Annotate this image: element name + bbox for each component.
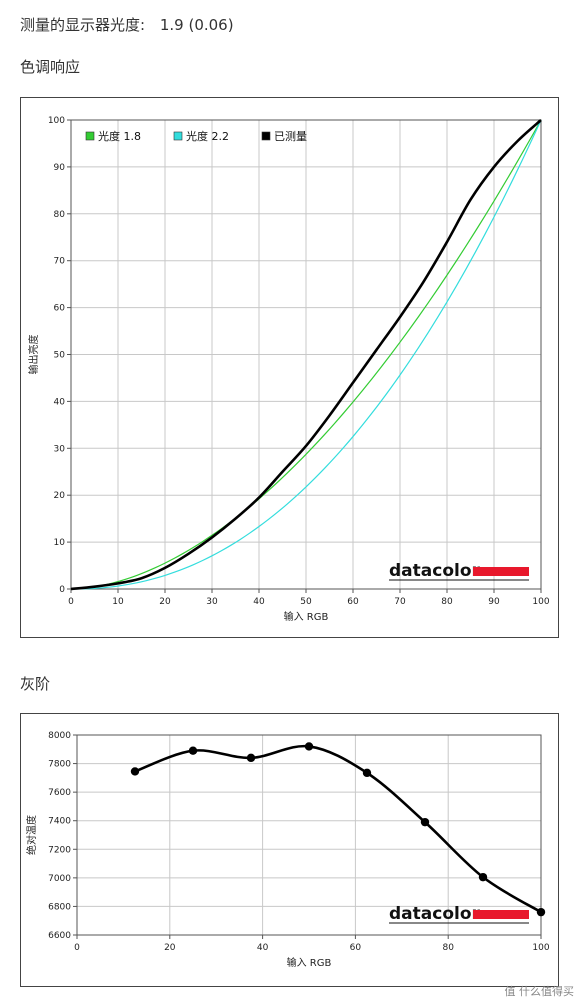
data-point [536, 907, 546, 917]
x-tick-label: 90 [488, 597, 500, 607]
y-tick-label: 7200 [48, 845, 71, 855]
data-point [130, 767, 140, 776]
legend-item: 光度 2.2 [173, 129, 229, 143]
y-axis-title: 输出亮度 [27, 335, 40, 375]
data-point [304, 742, 314, 751]
gray-scale-chart: 0 20 40 60 80 100 6600 6800 7000 7200 7400 7600 7800… [25, 731, 550, 969]
gray-scale-title: 灰阶 [20, 675, 51, 693]
y-tick-label: 70 [54, 257, 66, 267]
legend-swatch [173, 131, 183, 141]
data-point [478, 872, 488, 882]
series-line-1 [70, 119, 542, 590]
y-tick-label: 7600 [48, 788, 71, 798]
y-tick-label: 20 [54, 491, 66, 501]
datacolor-logo-bar [473, 910, 529, 919]
x-tick-label: 100 [532, 597, 549, 607]
x-tick-label: 50 [300, 597, 312, 607]
datacolor-logo-text: datacolor [389, 561, 481, 581]
x-axis-title: 输入 RGB [284, 610, 329, 623]
y-tick-label: 0 [59, 585, 65, 595]
x-tick-label: 70 [394, 597, 406, 607]
measured-gamma-heading: 测量的显示器光度: 1.9 (0.06) [20, 14, 234, 35]
x-tick-label: 80 [442, 943, 454, 953]
series-line-0 [70, 119, 542, 590]
y-tick-label: 7800 [48, 760, 71, 770]
x-axis-title: 输入 RGB [287, 956, 332, 969]
y-tick-label: 100 [48, 116, 65, 126]
measured-gamma-value: 1.9 (0.06) [159, 16, 234, 34]
x-tick-label: 30 [206, 597, 218, 607]
y-tick-label: 6600 [48, 931, 71, 941]
y-tick-label: 90 [54, 163, 66, 173]
y-tick-label: 7000 [48, 874, 71, 884]
x-tick-label: 100 [532, 943, 549, 953]
data-point [362, 768, 372, 778]
legend-item: 已测量 [261, 130, 307, 143]
series-line [134, 744, 542, 914]
legend-swatch [85, 131, 95, 141]
x-tick-label: 80 [441, 597, 453, 607]
data-point [420, 817, 430, 827]
data-point [246, 753, 256, 763]
series-line-2 [70, 119, 542, 591]
gray-scale-panel: 0 20 40 60 80 100 6600 6800 7000 7200 7400 7600 7800… [20, 713, 559, 987]
legend-label: 光度 1.8 [98, 129, 141, 143]
x-tick-label: 20 [159, 597, 171, 607]
watermark: 值 什么值得买 [504, 985, 575, 998]
y-tick-label: 6800 [48, 902, 71, 912]
tone-response-panel: 0 10 20 30 40 50 60 70 80 90 100 0 10 20 30 40 50 60 70 80 9… [20, 97, 559, 638]
legend-item: 光度 1.8 [85, 129, 141, 143]
datacolor-logo-bar [473, 567, 529, 576]
plot-frame [76, 734, 542, 936]
legend-swatch [261, 131, 271, 141]
x-tick-label: 40 [253, 597, 265, 607]
y-tick-label: 8000 [48, 731, 71, 741]
y-tick-label: 7400 [48, 817, 71, 827]
grid-lines [70, 119, 542, 590]
y-tick-label: 50 [54, 351, 66, 361]
y-tick-label: 80 [54, 210, 66, 220]
x-tick-label: 60 [347, 597, 359, 607]
x-tick-label: 10 [112, 597, 124, 607]
x-tick-label: 40 [257, 943, 269, 953]
measured-gamma-label: 测量的显示器光度: [20, 16, 146, 34]
y-axis-title: 绝对温度 [25, 815, 38, 855]
y-tick-label: 10 [54, 538, 66, 548]
tone-response-title: 色调响应 [20, 58, 81, 76]
legend-label: 光度 2.2 [186, 129, 229, 143]
y-tick-label: 40 [54, 397, 66, 407]
y-tick-label: 60 [54, 304, 66, 314]
x-tick-label: 20 [164, 943, 176, 953]
x-tick-label: 0 [68, 597, 74, 607]
legend-label: 已测量 [274, 130, 307, 143]
datacolor-logo-text: datacolor [389, 904, 481, 924]
x-tick-label: 0 [74, 943, 80, 953]
data-point [188, 746, 198, 755]
y-tick-label: 30 [54, 444, 66, 454]
x-tick-label: 60 [350, 943, 362, 953]
tone-response-chart: 0 10 20 30 40 50 60 70 80 90 100 0 10 20 30 40 50 60 70 80 9… [27, 116, 550, 623]
